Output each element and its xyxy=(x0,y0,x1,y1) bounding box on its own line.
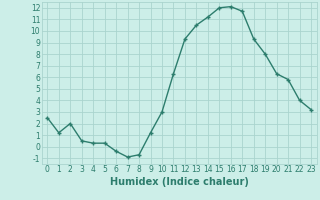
X-axis label: Humidex (Indice chaleur): Humidex (Indice chaleur) xyxy=(110,177,249,187)
